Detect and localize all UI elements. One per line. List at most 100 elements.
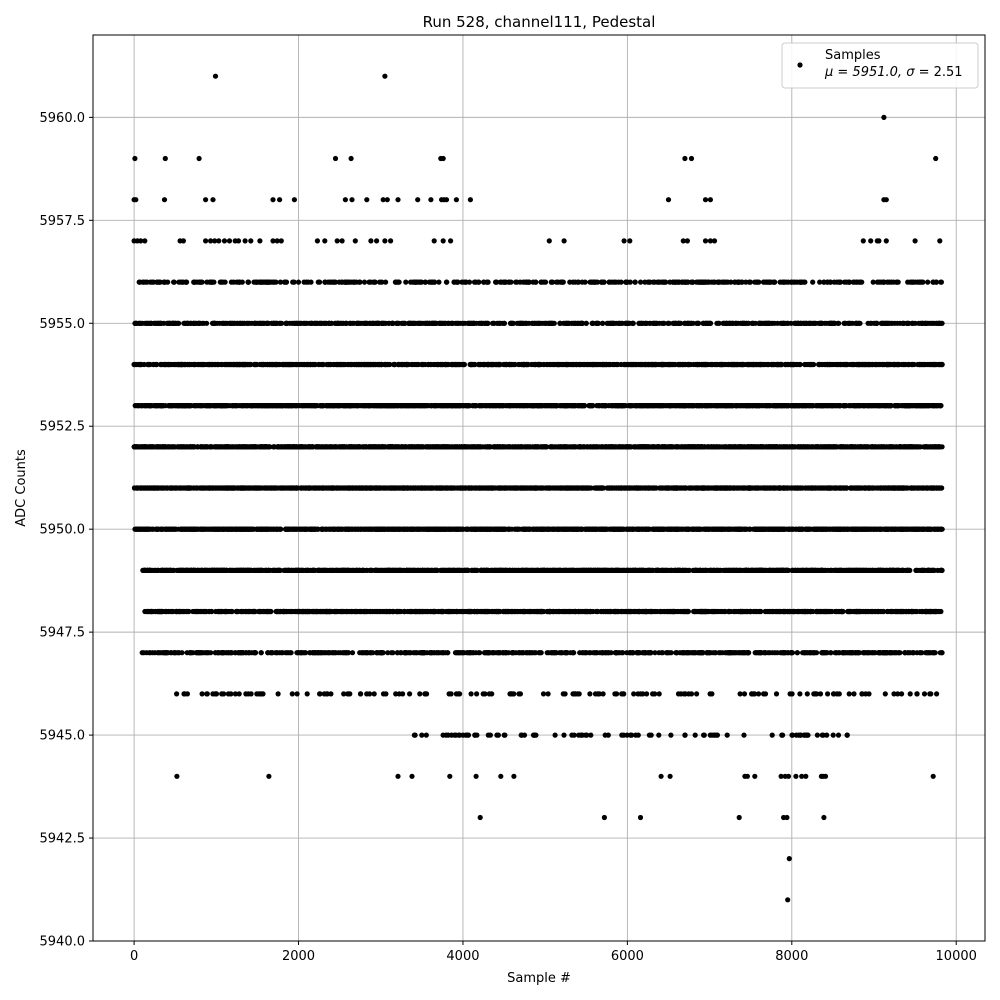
data-point bbox=[515, 650, 522, 656]
data-point bbox=[674, 650, 680, 656]
data-point bbox=[792, 608, 798, 615]
data-point bbox=[939, 526, 945, 532]
data-point bbox=[782, 608, 788, 615]
data-point bbox=[812, 691, 818, 697]
data-point bbox=[620, 526, 627, 532]
data-point bbox=[215, 650, 221, 656]
data-point bbox=[460, 526, 467, 532]
data-point bbox=[846, 608, 853, 615]
data-point bbox=[761, 526, 767, 532]
data-point bbox=[246, 650, 252, 656]
data-point bbox=[470, 526, 476, 532]
data-point bbox=[264, 608, 270, 615]
data-point bbox=[481, 567, 487, 574]
data-point bbox=[501, 732, 507, 738]
data-point bbox=[550, 608, 557, 615]
data-point bbox=[482, 526, 488, 532]
data-point bbox=[926, 567, 932, 574]
data-point bbox=[156, 608, 162, 615]
data-point bbox=[251, 567, 258, 574]
data-point bbox=[164, 650, 170, 656]
data-point bbox=[526, 567, 532, 574]
data-point bbox=[212, 526, 218, 532]
data-point bbox=[302, 650, 308, 656]
data-point bbox=[562, 691, 568, 697]
data-point bbox=[896, 567, 902, 574]
data-point bbox=[660, 650, 666, 656]
data-point bbox=[486, 691, 492, 697]
data-point bbox=[647, 650, 653, 656]
data-point bbox=[256, 691, 262, 697]
data-point bbox=[525, 608, 531, 615]
data-point bbox=[428, 650, 434, 656]
data-point bbox=[314, 526, 320, 532]
data-point bbox=[507, 691, 513, 697]
data-point bbox=[312, 650, 318, 656]
data-point bbox=[861, 567, 867, 574]
data-point bbox=[821, 814, 827, 821]
data-point bbox=[351, 608, 358, 615]
data-point bbox=[426, 526, 432, 532]
data-point bbox=[685, 526, 691, 532]
data-point bbox=[445, 650, 451, 656]
data-point bbox=[275, 567, 281, 574]
data-point bbox=[914, 608, 920, 615]
data-point bbox=[707, 691, 713, 697]
data-point bbox=[711, 608, 717, 615]
data-point bbox=[535, 608, 541, 615]
data-point bbox=[600, 691, 606, 697]
data-point bbox=[480, 691, 486, 697]
data-point bbox=[411, 608, 417, 615]
data-point bbox=[396, 526, 402, 532]
data-point bbox=[652, 650, 658, 656]
data-point bbox=[786, 526, 792, 532]
data-point bbox=[335, 650, 341, 656]
data-point bbox=[896, 650, 902, 656]
data-point bbox=[369, 526, 375, 532]
data-point bbox=[804, 691, 810, 697]
data-point bbox=[246, 608, 252, 615]
data-point bbox=[469, 567, 475, 574]
data-point bbox=[640, 650, 646, 656]
data-point bbox=[371, 691, 377, 697]
data-point bbox=[583, 650, 590, 656]
data-point bbox=[385, 526, 391, 532]
data-point bbox=[714, 732, 720, 738]
data-point bbox=[404, 567, 410, 574]
data-point bbox=[341, 567, 347, 574]
data-point bbox=[899, 691, 905, 697]
data-point bbox=[574, 526, 581, 532]
data-point bbox=[667, 773, 673, 779]
data-point bbox=[455, 526, 461, 532]
data-point bbox=[525, 526, 532, 532]
data-point bbox=[457, 691, 463, 697]
data-point bbox=[700, 608, 706, 615]
data-point bbox=[928, 691, 934, 697]
data-point bbox=[227, 650, 234, 656]
data-point bbox=[473, 773, 479, 779]
data-point bbox=[938, 567, 944, 574]
data-point bbox=[778, 650, 785, 656]
data-point bbox=[702, 567, 709, 574]
data-point bbox=[536, 650, 542, 656]
data-point bbox=[887, 608, 893, 615]
data-point bbox=[431, 650, 438, 656]
data-point bbox=[327, 526, 333, 532]
data-point bbox=[221, 691, 227, 697]
data-point bbox=[372, 567, 378, 574]
data-point bbox=[520, 650, 526, 656]
data-point bbox=[338, 526, 344, 532]
data-point bbox=[831, 526, 837, 532]
data-point bbox=[487, 732, 493, 738]
data-point bbox=[810, 650, 817, 656]
data-point bbox=[551, 567, 557, 574]
data-point bbox=[568, 650, 574, 656]
data-point bbox=[298, 650, 304, 656]
data-point bbox=[377, 526, 383, 532]
data-point bbox=[789, 567, 795, 574]
data-point bbox=[888, 526, 894, 532]
data-point bbox=[865, 608, 871, 615]
data-point bbox=[295, 608, 301, 615]
data-point bbox=[565, 526, 571, 532]
data-point bbox=[549, 526, 555, 532]
